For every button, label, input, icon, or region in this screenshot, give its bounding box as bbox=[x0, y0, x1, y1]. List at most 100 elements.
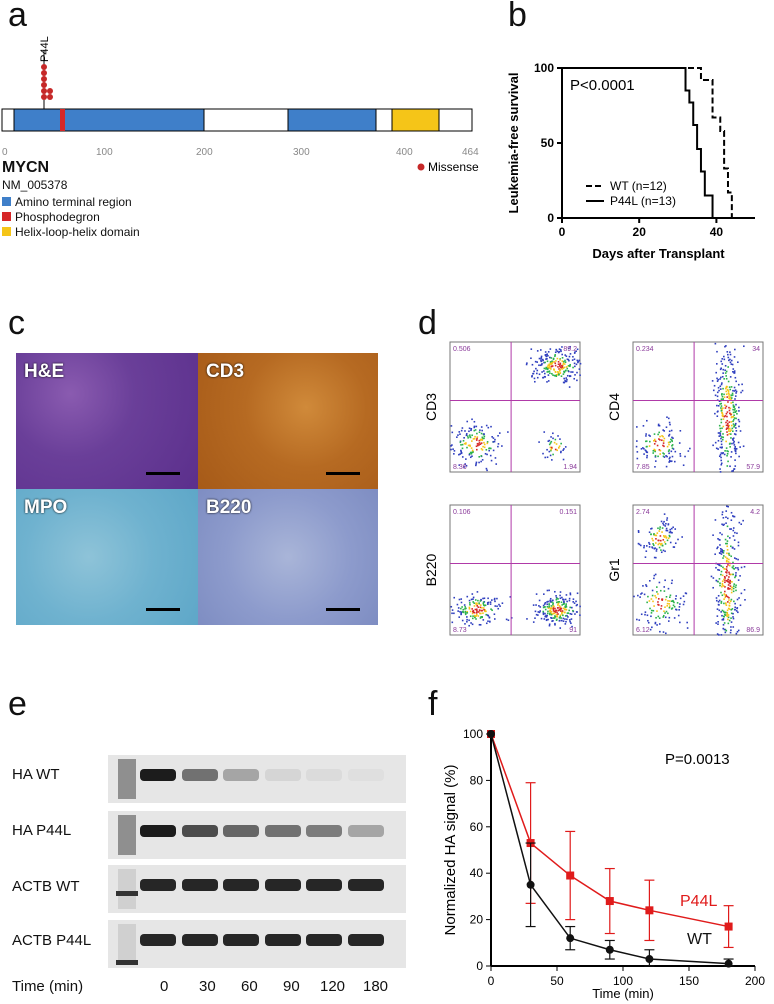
flow-event bbox=[566, 612, 569, 614]
flow-event bbox=[727, 422, 729, 425]
flow-event bbox=[571, 606, 573, 609]
flow-event bbox=[548, 443, 551, 446]
flow-event bbox=[472, 438, 475, 440]
flow-event bbox=[719, 468, 721, 470]
flow-event bbox=[568, 599, 571, 602]
flow-event bbox=[479, 604, 482, 606]
flow-event bbox=[558, 350, 561, 353]
flow-event bbox=[639, 544, 642, 547]
flow-event bbox=[717, 439, 720, 442]
flow-event bbox=[545, 368, 547, 370]
flow-event bbox=[552, 603, 554, 606]
flow-event bbox=[664, 550, 666, 553]
flow-event bbox=[564, 618, 566, 620]
flow-event bbox=[652, 600, 654, 603]
flow-event bbox=[682, 595, 685, 597]
flow-event bbox=[558, 348, 561, 350]
decay-line-p44l bbox=[490, 733, 729, 928]
flow-event bbox=[545, 366, 547, 369]
flow-event bbox=[727, 356, 730, 359]
flow-event bbox=[555, 374, 557, 377]
flow-event bbox=[720, 402, 722, 405]
flow-event bbox=[475, 439, 478, 441]
flow-event bbox=[737, 629, 740, 632]
flow-event bbox=[729, 412, 731, 415]
flow-event bbox=[552, 357, 555, 360]
flow-event bbox=[673, 460, 676, 463]
band bbox=[223, 934, 259, 946]
flow-event bbox=[733, 447, 736, 450]
flow-event bbox=[466, 610, 469, 613]
flow-event bbox=[525, 363, 528, 366]
flow-event bbox=[721, 395, 724, 398]
flow-event bbox=[568, 375, 571, 378]
flow-event bbox=[550, 368, 552, 370]
flow-event bbox=[550, 616, 552, 619]
flow-event bbox=[730, 421, 733, 423]
legend-phosphodegron: Phosphodegron bbox=[15, 209, 100, 224]
flow-event bbox=[728, 558, 730, 561]
flow-event bbox=[727, 460, 729, 463]
flow-event bbox=[655, 548, 658, 551]
flow-event bbox=[732, 590, 735, 593]
flow-event bbox=[553, 617, 556, 619]
flow-event bbox=[726, 611, 729, 614]
data-point-square bbox=[605, 897, 614, 906]
flow-event bbox=[646, 614, 649, 617]
flow-event bbox=[481, 616, 483, 618]
flow-event bbox=[665, 426, 668, 429]
flow-event bbox=[549, 446, 552, 449]
flow-event bbox=[480, 442, 483, 444]
flow-event bbox=[567, 370, 570, 373]
flow-event bbox=[569, 593, 572, 596]
flow-event bbox=[726, 545, 729, 548]
panel-b-letter: b bbox=[508, 0, 527, 34]
flow-event bbox=[460, 449, 462, 452]
flow-event bbox=[725, 629, 728, 632]
band bbox=[140, 934, 176, 946]
flow-event bbox=[651, 547, 654, 549]
blot-label-actb-p44l: ACTB P44L bbox=[12, 932, 92, 949]
flow-event bbox=[547, 374, 550, 376]
flow-event bbox=[657, 603, 659, 606]
flow-event bbox=[482, 607, 485, 609]
flow-event bbox=[738, 597, 740, 599]
flow-event bbox=[460, 613, 462, 616]
flow-event bbox=[740, 391, 742, 394]
flow-event bbox=[535, 613, 538, 616]
flow-event bbox=[493, 618, 496, 620]
flow-event bbox=[563, 371, 566, 374]
flow-event bbox=[469, 456, 472, 459]
flow-event bbox=[562, 620, 565, 622]
flow-event bbox=[723, 579, 726, 581]
flow-event bbox=[475, 608, 478, 611]
flow-event bbox=[732, 404, 735, 406]
flow-event bbox=[637, 531, 640, 533]
flow-event bbox=[637, 594, 639, 597]
flow-event bbox=[473, 426, 476, 429]
flow-event bbox=[464, 613, 467, 616]
flow-event bbox=[637, 530, 640, 532]
quadrant-ll: 6.12 bbox=[636, 627, 650, 634]
flow-event bbox=[732, 565, 735, 567]
flow-event bbox=[566, 358, 569, 361]
flow-event bbox=[728, 427, 731, 430]
flow-event bbox=[725, 604, 728, 607]
flow-event bbox=[668, 459, 671, 462]
flow-event bbox=[497, 434, 499, 437]
flow-event bbox=[557, 613, 559, 615]
flow-event bbox=[649, 435, 651, 437]
flow-event bbox=[554, 607, 556, 610]
panel-e-letter: e bbox=[8, 685, 27, 723]
flow-event bbox=[476, 613, 478, 616]
flow-event bbox=[488, 447, 490, 450]
flow-event bbox=[734, 606, 737, 609]
flow-event bbox=[540, 359, 542, 362]
flow-event bbox=[720, 418, 723, 421]
flow-event bbox=[739, 604, 742, 607]
flow-event bbox=[653, 556, 656, 559]
flow-event bbox=[473, 602, 476, 604]
flow-event bbox=[475, 445, 478, 448]
missense-legend-label: Missense bbox=[428, 160, 479, 174]
flow-event bbox=[722, 407, 724, 409]
